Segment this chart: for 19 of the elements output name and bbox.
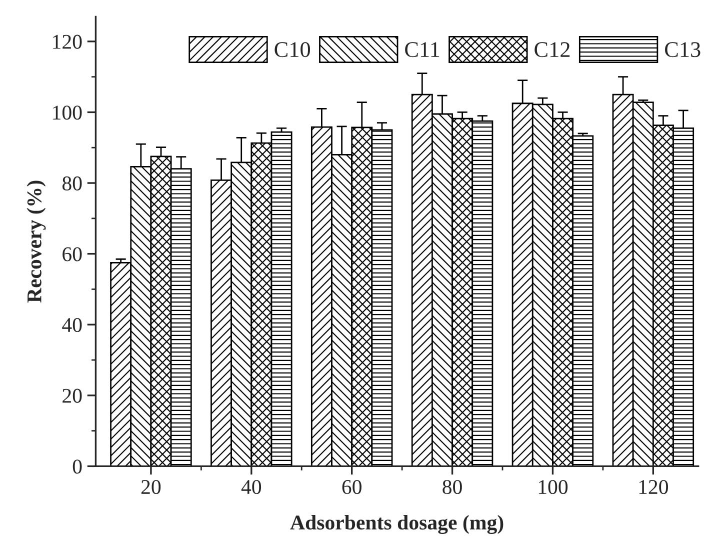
x-tick-label: 80 <box>442 480 462 494</box>
x-tick-label: 40 <box>241 480 262 494</box>
legend-label: C10 <box>274 42 310 58</box>
y-tick-label: 60 <box>62 247 82 262</box>
legend-label: C13 <box>665 42 700 58</box>
x-tick-label: 100 <box>538 480 568 494</box>
x-tick-label: 20 <box>141 480 161 494</box>
x-axis-title: Adsorbents dosage (mg) <box>290 514 504 534</box>
legend-label: C12 <box>534 42 570 58</box>
legend-label: C11 <box>405 42 440 58</box>
y-tick-label: 20 <box>62 388 82 403</box>
y-tick-label: 0 <box>72 460 82 474</box>
y-tick-label: 80 <box>62 176 82 190</box>
y-axis-title: Recovery (%) <box>26 180 46 303</box>
y-tick-label: 100 <box>53 106 82 120</box>
x-tick-label: 120 <box>639 480 668 494</box>
y-tick-label: 40 <box>62 318 82 332</box>
x-tick-label: 60 <box>342 480 362 494</box>
y-tick-label: 120 <box>53 34 82 49</box>
